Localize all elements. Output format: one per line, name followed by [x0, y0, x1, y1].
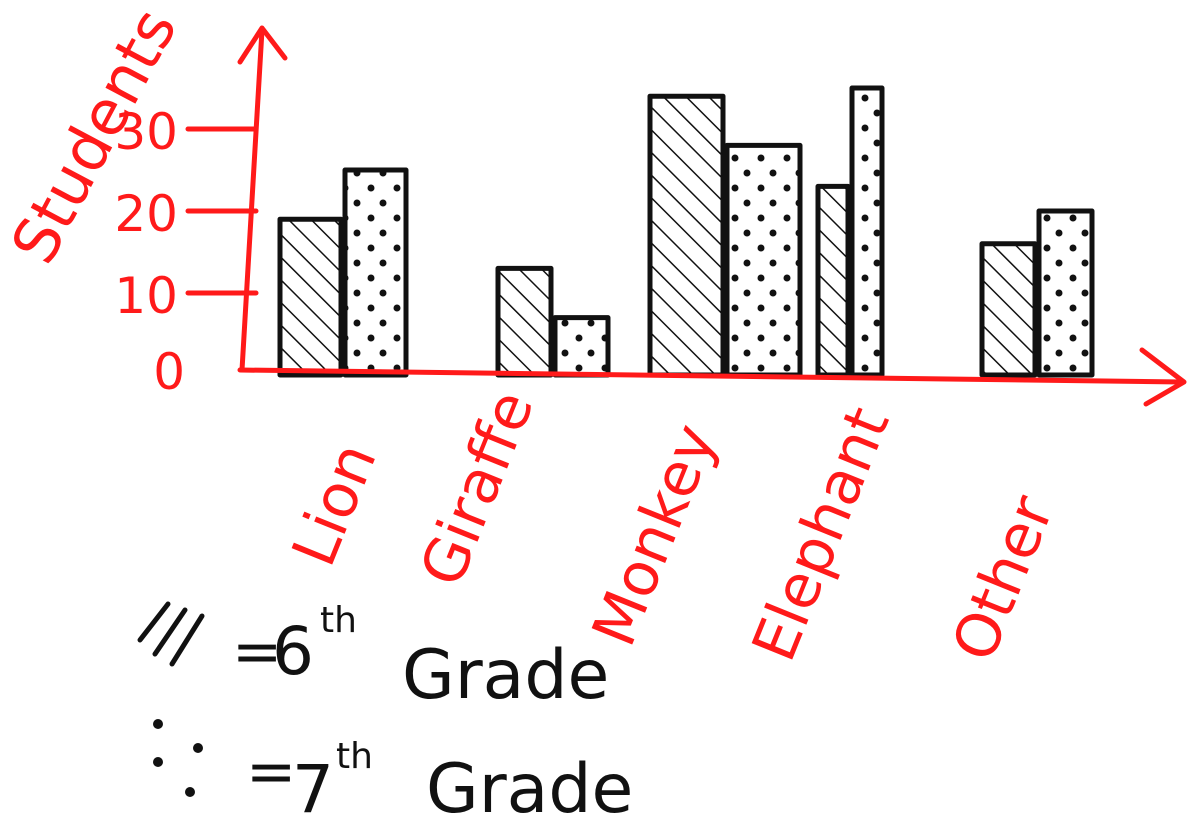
hatch-symbol-icon — [137, 601, 205, 667]
legend-item-6th-grade: = 6 th Grade — [137, 600, 609, 715]
legend-grade-num-7th: 7 — [292, 751, 334, 826]
y-tick-label: 30 — [114, 103, 178, 161]
legend-sup-6th: th — [320, 600, 357, 641]
bar-elephant-7th — [849, 85, 885, 378]
legend-equals-6th: = — [232, 617, 282, 687]
x-tick-label: Monkey — [579, 415, 731, 656]
x-axis — [237, 347, 1187, 407]
bar-lion-7th — [342, 167, 409, 378]
x-tick-label: Giraffe — [407, 381, 548, 595]
bar-elephant-6th — [815, 183, 851, 378]
bar-monkey-6th — [647, 93, 726, 378]
y-tick-label: 10 — [114, 267, 178, 325]
bar-other-7th — [1036, 208, 1095, 378]
bar-other-6th — [979, 241, 1038, 378]
y-tick-label: 20 — [114, 185, 178, 243]
bar-giraffe-6th — [495, 265, 554, 378]
bars-layer — [277, 85, 1095, 378]
legend-item-7th-grade: = 7 th Grade — [153, 719, 633, 826]
x-tick-label: Lion — [279, 434, 391, 576]
y-ticks: 0 10 20 30 — [114, 103, 259, 401]
y-axis — [237, 25, 288, 373]
legend-grade-word-6th: Grade — [402, 636, 609, 715]
legend-sup-7th: th — [336, 736, 373, 777]
legend-grade-num-6th: 6 — [272, 613, 314, 690]
bar-monkey-7th — [724, 142, 803, 378]
y-tick-label: 0 — [153, 343, 185, 401]
x-tick-label: Elephant — [739, 398, 904, 671]
legend-grade-word-7th: Grade — [426, 750, 633, 826]
legend-equals-7th: = — [246, 737, 296, 807]
dots-symbol-icon — [153, 719, 203, 797]
bar-lion-6th — [277, 216, 344, 378]
x-tick-label: Other — [939, 486, 1068, 670]
legend: = 6 th Grade = 7 th Grade — [137, 600, 633, 826]
x-tick-labels: Lion Giraffe Monkey Elephant Other — [279, 381, 1068, 670]
bar-giraffe-7th — [552, 315, 611, 378]
